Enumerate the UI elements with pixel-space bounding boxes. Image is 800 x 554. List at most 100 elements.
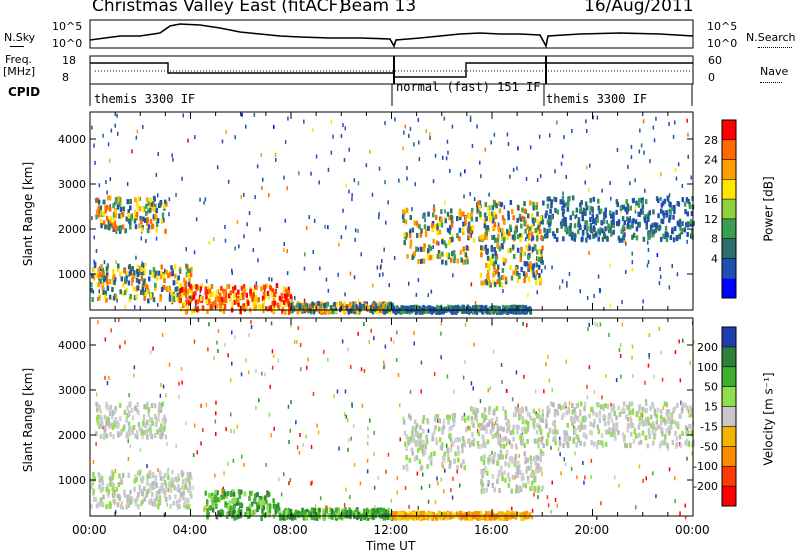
data-pixel [291,308,294,314]
data-pixel [261,511,265,516]
data-pixel [651,232,655,238]
data-pixel [629,443,632,449]
data-pixel [154,502,157,508]
data-pixel [635,433,638,439]
data-pixel [123,290,127,296]
data-pixel [431,432,435,438]
data-pixel [231,288,235,294]
noise-pixel [115,230,118,235]
noise-pixel [390,498,393,503]
noise-pixel [384,180,386,185]
data-pixel [122,206,125,212]
noise-pixel [462,375,465,380]
data-pixel [114,294,118,300]
data-pixel [539,280,542,286]
data-pixel [487,457,490,463]
freq-tick-bottom: 8 [62,71,69,84]
data-pixel [470,419,474,425]
noise-pixel [593,390,596,394]
noise-pixel [417,505,419,510]
noise-pixel [215,400,217,405]
noise-pixel [360,367,363,372]
data-pixel [663,198,667,204]
data-pixel [106,195,110,201]
data-pixel [449,305,452,311]
data-pixel [215,504,218,509]
noise-pixel [171,153,173,158]
data-pixel [136,496,139,502]
data-pixel [521,408,524,414]
noise-pixel [413,331,415,336]
data-pixel [635,235,639,241]
data-pixel [601,228,604,234]
data-pixel [554,429,557,435]
data-pixel [595,402,599,407]
data-pixel [619,206,623,211]
data-pixel [533,217,537,223]
data-pixel [420,308,423,314]
noise-pixel [327,225,329,230]
data-pixel [476,516,480,521]
data-pixel [486,225,489,230]
noise-pixel [684,515,687,520]
data-pixel [486,255,490,261]
nsearch-tick-bottom: 10^0 [707,37,738,50]
noise-pixel [420,485,423,490]
data-pixel [266,506,269,512]
data-pixel [238,304,242,310]
noise-pixel [488,192,490,197]
data-pixel [477,206,480,212]
nsky-tick-bottom: 10^0 [52,37,83,50]
data-pixel [122,472,125,478]
data-pixel [141,421,145,427]
noise-pixel [619,343,622,347]
noise-pixel [230,412,232,417]
noise-pixel [387,452,390,457]
data-pixel [405,446,408,452]
data-pixel [224,288,227,294]
data-pixel [411,450,414,456]
data-pixel [590,228,593,234]
data-pixel [600,440,604,446]
data-pixel [580,199,583,205]
y-tick-label: 2000 [58,223,86,236]
data-pixel [533,476,536,482]
noise-pixel [385,220,387,225]
data-pixel [97,273,100,279]
data-pixel [571,421,574,427]
data-pixel [118,202,121,207]
data-pixel [643,216,647,222]
noise-pixel [367,426,369,431]
data-pixel [352,301,355,307]
data-pixel [145,492,148,498]
data-pixel [447,452,450,458]
data-pixel [648,231,651,237]
data-pixel [452,420,456,426]
data-pixel [208,298,211,304]
noise-pixel [655,116,657,121]
noise-pixel [238,244,240,249]
data-pixel [488,257,492,263]
noise-pixel [533,492,535,497]
data-pixel [158,500,161,506]
data-pixel [132,424,136,430]
data-pixel [520,266,523,272]
noise-pixel [347,418,349,423]
noise-pixel [283,248,285,253]
data-pixel [532,424,536,430]
noise-pixel [164,268,166,273]
data-pixel [625,443,628,449]
data-pixel [552,429,555,435]
noise-pixel [397,373,400,377]
data-pixel [184,280,187,286]
data-pixel [341,303,344,309]
data-pixel [119,206,123,212]
data-pixel [671,229,674,235]
data-pixel [536,211,539,217]
data-pixel [442,424,446,430]
noise-pixel [109,204,111,209]
noise-pixel [684,503,686,508]
data-pixel [437,250,441,255]
noise-pixel [166,441,168,446]
noise-pixel [216,493,218,498]
